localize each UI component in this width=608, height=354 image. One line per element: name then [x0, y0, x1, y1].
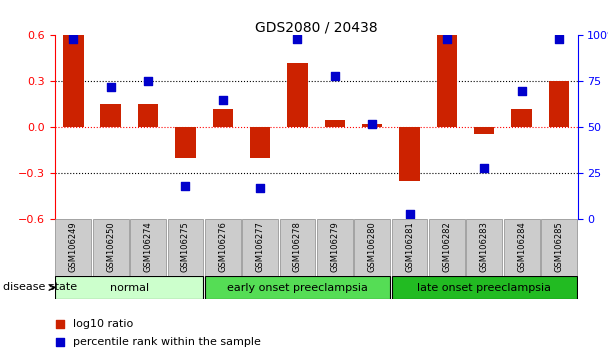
Text: GSM106285: GSM106285 — [554, 221, 564, 272]
Bar — [287, 63, 308, 127]
Text: percentile rank within the sample: percentile rank within the sample — [73, 337, 261, 347]
Point — [367, 121, 377, 127]
Text: GSM106278: GSM106278 — [293, 221, 302, 272]
Bar — [541, 219, 577, 276]
Text: GSM106277: GSM106277 — [255, 221, 264, 272]
Text: GSM106283: GSM106283 — [480, 221, 489, 272]
Bar — [317, 219, 353, 276]
Bar — [242, 219, 278, 276]
Point — [292, 36, 302, 42]
Bar — [93, 219, 129, 276]
Point — [218, 97, 227, 103]
Text: GSM106281: GSM106281 — [405, 221, 414, 272]
Bar — [250, 127, 271, 158]
Text: GSM106249: GSM106249 — [69, 221, 78, 272]
Text: GSM106284: GSM106284 — [517, 221, 526, 272]
Bar — [280, 219, 316, 276]
Bar — [100, 104, 121, 127]
Text: GSM106276: GSM106276 — [218, 221, 227, 272]
Text: GSM106282: GSM106282 — [443, 221, 451, 272]
Bar — [130, 219, 166, 276]
Bar — [503, 219, 539, 276]
Text: GSM106274: GSM106274 — [143, 221, 153, 272]
Bar — [205, 219, 241, 276]
Text: normal: normal — [110, 282, 149, 293]
Point — [106, 84, 116, 90]
Bar — [474, 127, 494, 133]
Bar — [437, 35, 457, 127]
Bar — [138, 104, 158, 127]
Point — [554, 36, 564, 42]
Title: GDS2080 / 20438: GDS2080 / 20438 — [255, 20, 378, 34]
Bar — [548, 81, 569, 127]
Bar — [392, 276, 577, 299]
Point — [143, 79, 153, 84]
Bar — [205, 276, 390, 299]
Bar — [63, 35, 84, 127]
Bar — [325, 120, 345, 127]
Text: GSM106280: GSM106280 — [368, 221, 377, 272]
Text: disease state: disease state — [3, 282, 77, 292]
Point — [181, 183, 190, 189]
Point — [69, 36, 78, 42]
Bar — [175, 127, 196, 158]
Bar — [213, 109, 233, 127]
Bar — [392, 219, 427, 276]
Point — [330, 73, 340, 79]
Bar — [511, 109, 532, 127]
Point — [405, 211, 415, 217]
Bar — [466, 219, 502, 276]
Text: GSM106250: GSM106250 — [106, 221, 116, 272]
Text: GSM106279: GSM106279 — [330, 221, 339, 272]
Text: log10 ratio: log10 ratio — [73, 319, 133, 329]
Bar — [354, 219, 390, 276]
Bar — [55, 276, 203, 299]
Point — [255, 185, 265, 191]
Text: early onset preeclampsia: early onset preeclampsia — [227, 282, 368, 293]
Bar — [55, 219, 91, 276]
Point — [55, 321, 65, 327]
Bar — [168, 219, 203, 276]
Point — [55, 339, 65, 344]
Text: GSM106275: GSM106275 — [181, 221, 190, 272]
Point — [517, 88, 527, 93]
Bar — [399, 127, 420, 181]
Point — [479, 165, 489, 171]
Text: late onset preeclampsia: late onset preeclampsia — [417, 282, 551, 293]
Point — [442, 36, 452, 42]
Bar — [429, 219, 465, 276]
Bar — [362, 124, 382, 127]
